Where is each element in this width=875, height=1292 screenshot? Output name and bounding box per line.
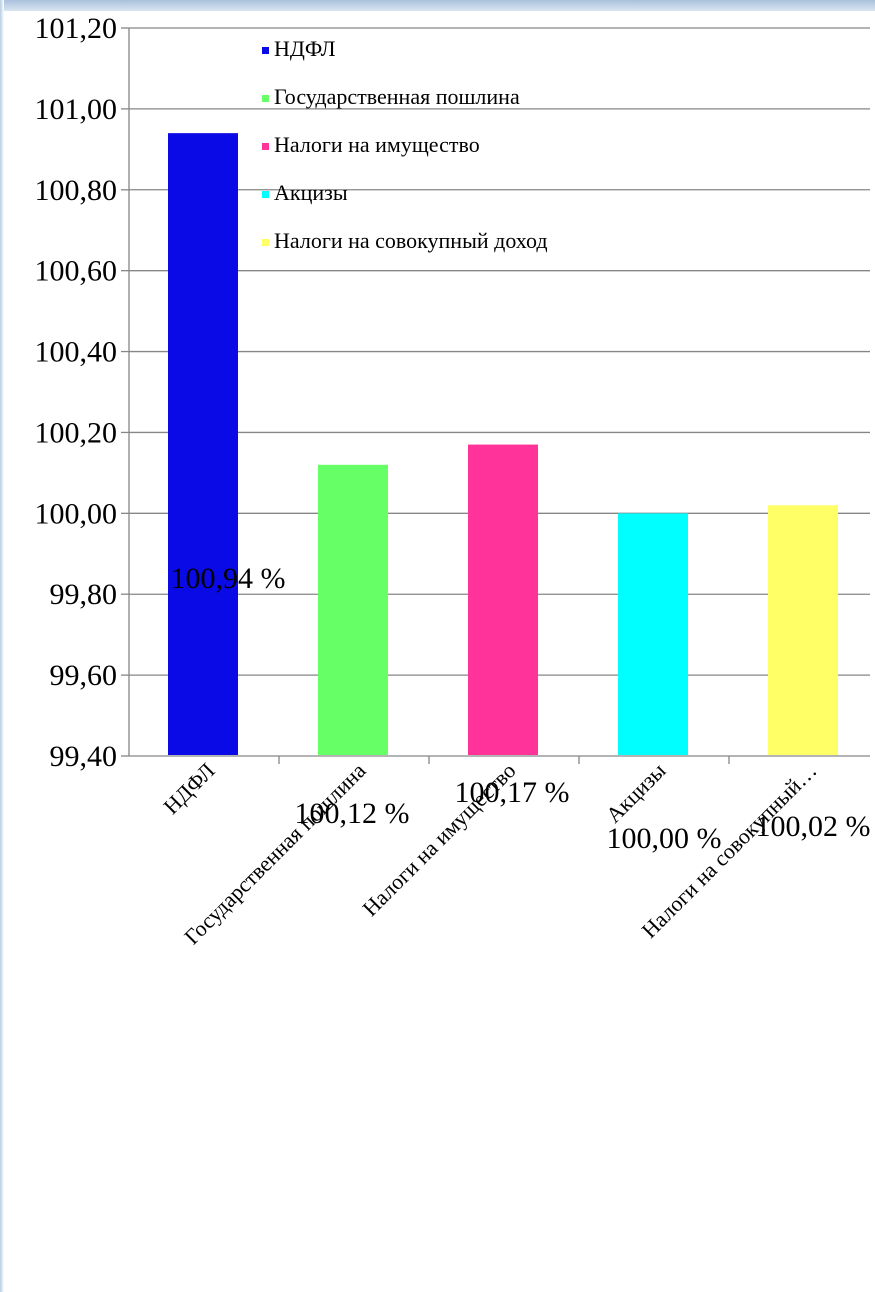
bar — [168, 133, 238, 756]
bars — [168, 133, 838, 756]
y-tick-label: 99,40 — [50, 740, 118, 773]
data-label: 100,00 % — [607, 822, 722, 855]
y-tick-label: 100,80 — [35, 174, 118, 207]
y-tick-label: 100,60 — [35, 255, 118, 288]
x-category-label: НДФЛ — [158, 758, 219, 819]
y-tick-label: 101,20 — [35, 12, 118, 45]
legend-entry: Акцизы — [274, 180, 348, 205]
legend-swatch — [262, 47, 269, 54]
legend-entry: НДФЛ — [274, 36, 336, 61]
y-tick-label: 100,40 — [35, 336, 118, 369]
data-label: 100,94 % — [171, 562, 286, 595]
legend-swatch — [262, 239, 269, 246]
bar — [768, 505, 838, 755]
y-tick-label: 101,00 — [35, 93, 118, 126]
legend-swatch — [262, 143, 269, 150]
window-left-band — [0, 0, 4, 1292]
data-label: 100,17 % — [455, 776, 570, 809]
y-tick-label: 99,80 — [50, 578, 118, 611]
legend-entry: Налоги на совокупный доход — [274, 228, 548, 253]
bar — [468, 444, 538, 755]
legend: НДФЛ Государственная пошлина Налоги на иму… — [262, 36, 548, 253]
bar — [618, 513, 688, 755]
legend-swatch — [262, 191, 269, 198]
legend-entry: Государственная пошлина — [274, 84, 520, 109]
bar — [318, 464, 388, 755]
data-labels: 100,94 % 100,12 % 100,17 % 100,00 % 100,02 % — [171, 562, 871, 855]
window-top-band — [0, 0, 875, 11]
legend-entry: Налоги на имущество — [274, 132, 480, 157]
data-label: 100,02 % — [756, 810, 871, 843]
legend-swatch — [262, 95, 269, 102]
y-tick-label: 100,00 — [35, 497, 118, 530]
data-label: 100,12 % — [295, 797, 410, 830]
y-tick-label: 99,60 — [50, 659, 118, 692]
x-category-label: Акцизы — [601, 758, 671, 828]
y-tick-label: 100,20 — [35, 416, 118, 449]
